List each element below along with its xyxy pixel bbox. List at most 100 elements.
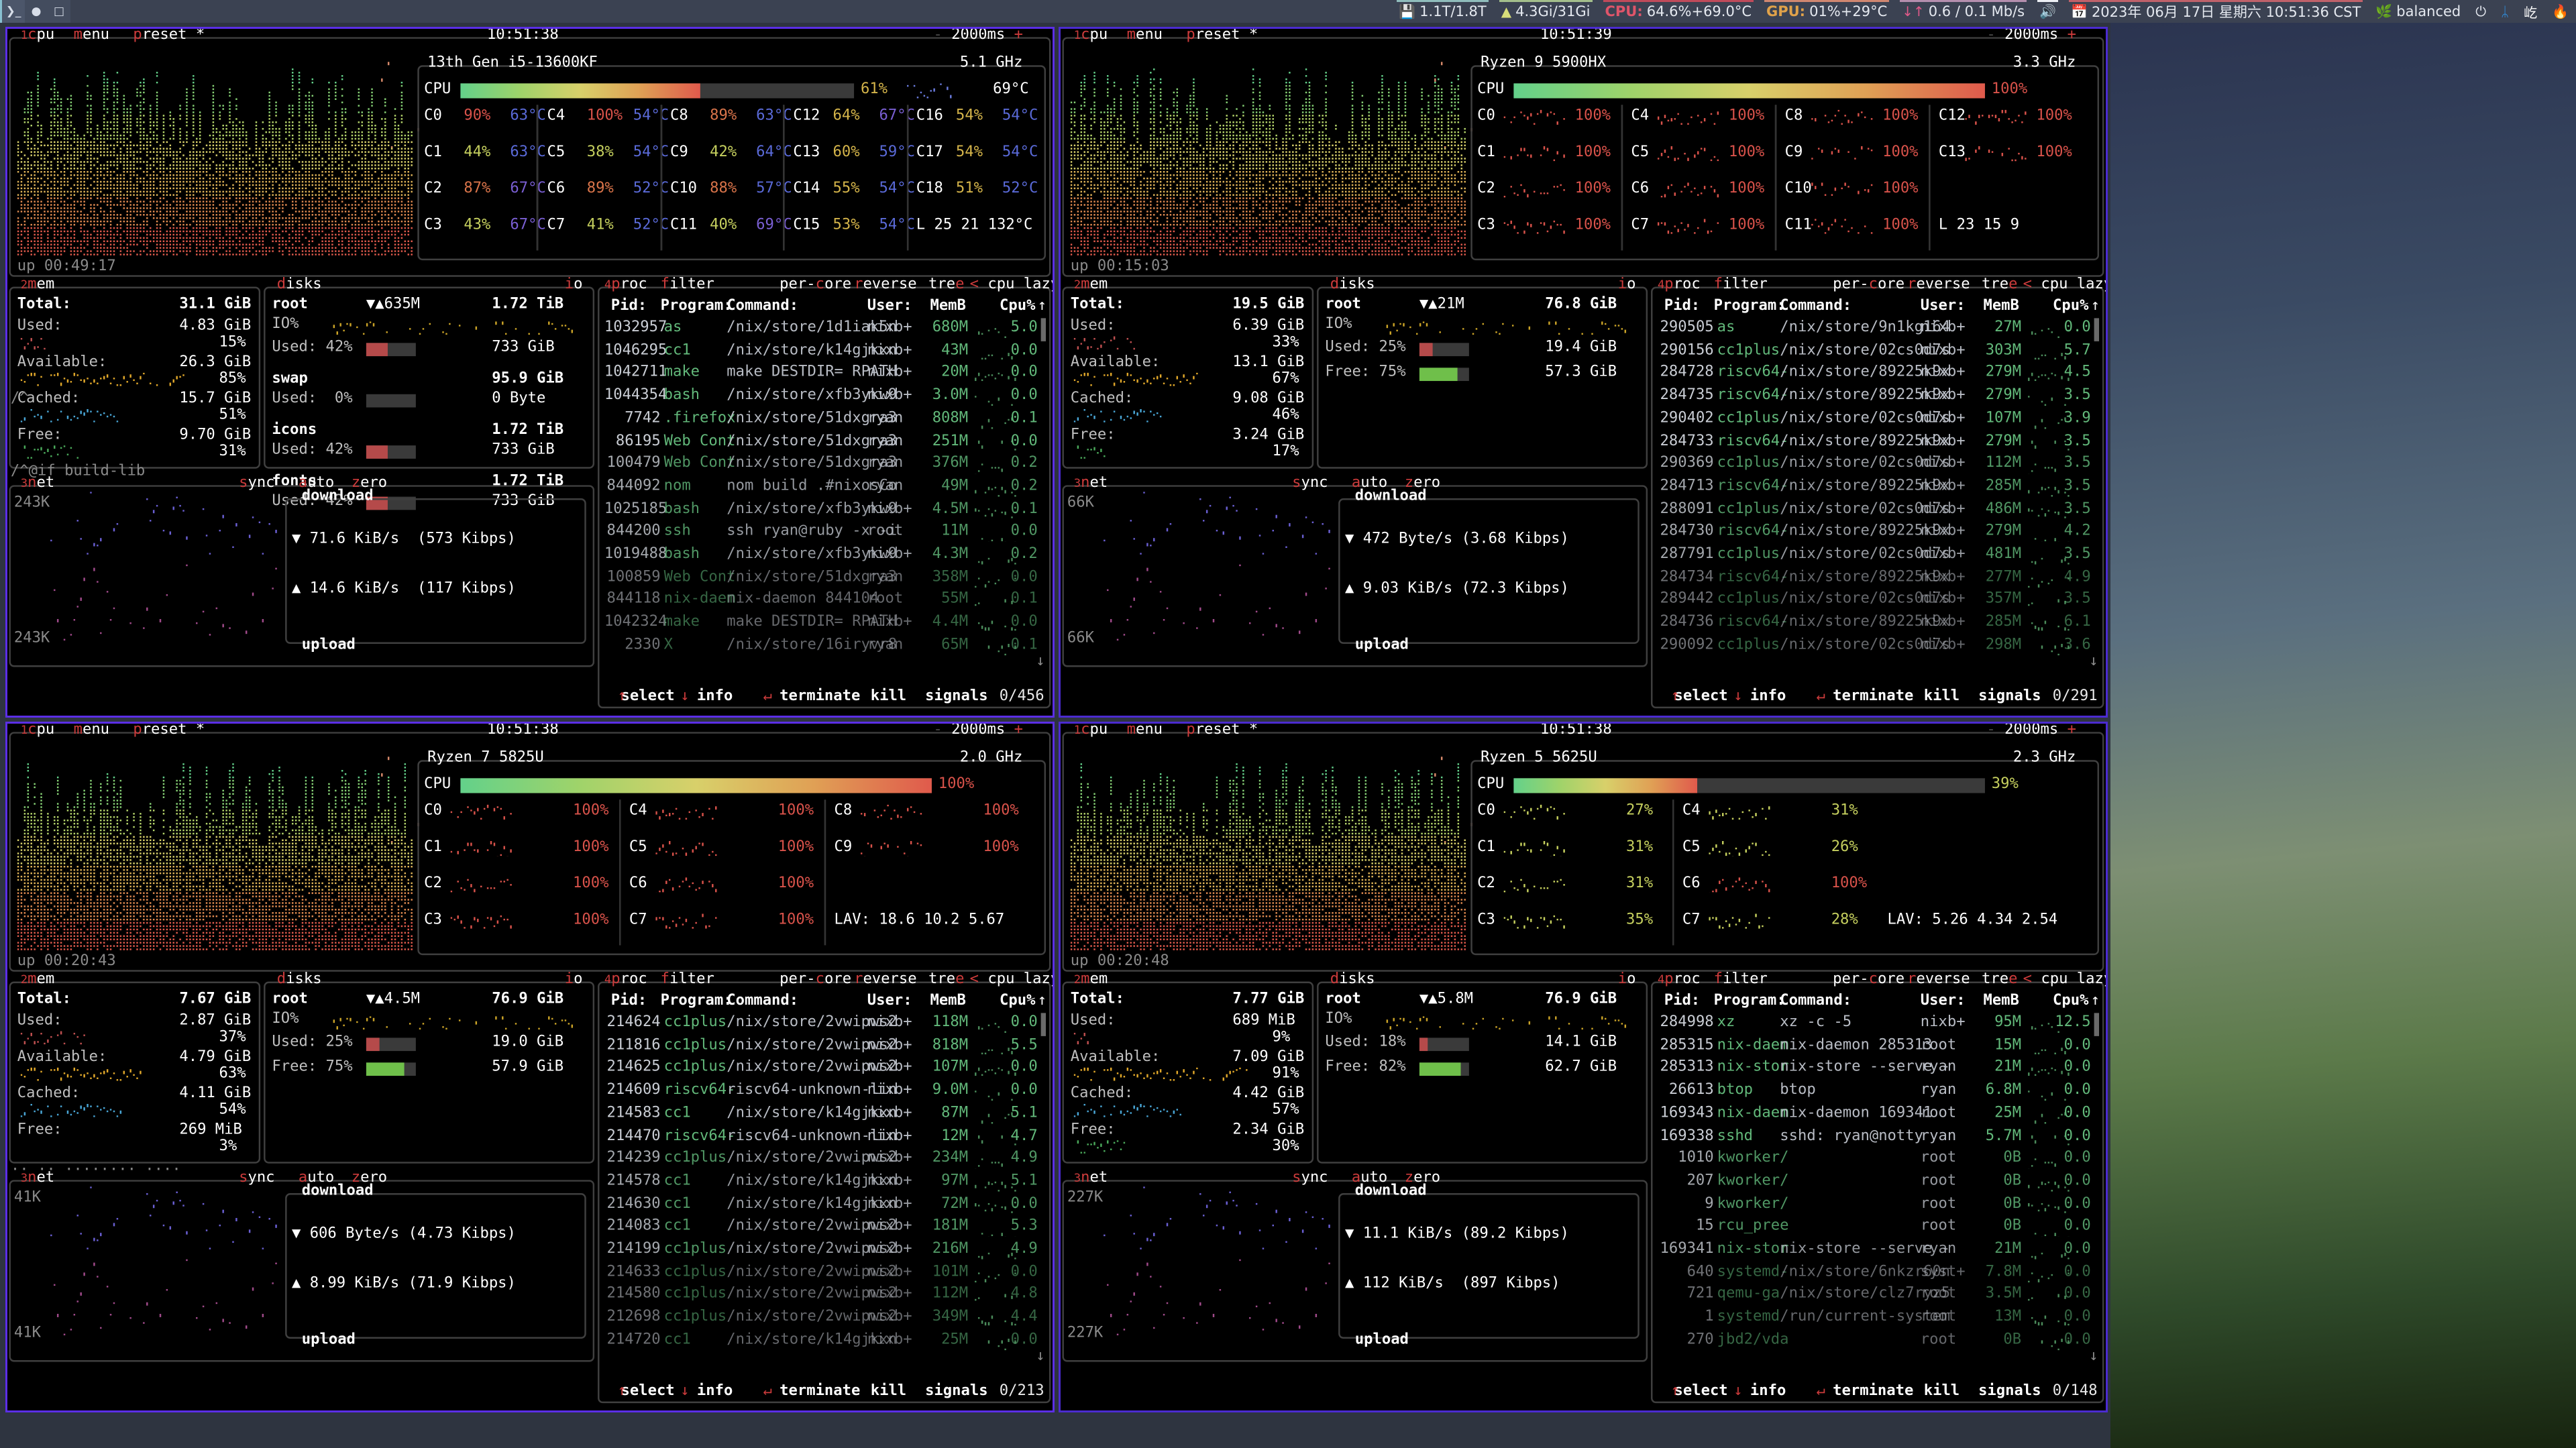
- proc-header-program[interactable]: Program:: [1713, 993, 1786, 1010]
- proc-filter-button[interactable]: filter: [660, 276, 714, 294]
- net-auto-button[interactable]: auto: [298, 1170, 335, 1187]
- proc-header-user[interactable]: User:: [867, 298, 912, 315]
- proc-scroll-down-arrow[interactable]: ↓: [1036, 1348, 1045, 1366]
- proc-percore-toggle[interactable]: per-core: [1833, 971, 1905, 989]
- proc-footer-terminate[interactable]: terminate: [1833, 688, 1914, 706]
- proc-reverse-toggle[interactable]: reverse: [854, 276, 917, 294]
- proc-sort-selector[interactable]: < cpu lazy >: [969, 276, 1055, 294]
- net-zero-button[interactable]: zero: [351, 1170, 388, 1187]
- disks-io-title[interactable]: io: [564, 276, 583, 294]
- cpu-box-title[interactable]: 1cpu: [20, 27, 55, 44]
- proc-footer-info[interactable]: info: [696, 1383, 733, 1400]
- statusbar-disk-usage[interactable]: 💾 1.1T/1.8T: [1391, 0, 1493, 23]
- proc-footer-signals[interactable]: signals: [1978, 1383, 2041, 1400]
- proc-header-program[interactable]: Program:: [660, 298, 733, 315]
- proc-header-command[interactable]: Command:: [1780, 298, 1852, 315]
- update-interval[interactable]: - 2000ms +: [933, 27, 1024, 44]
- statusbar-battery-profile[interactable]: 🌿 balanced: [2368, 0, 2468, 23]
- update-interval[interactable]: - 2000ms +: [933, 722, 1024, 739]
- proc-header-mem[interactable]: MemB: [1983, 298, 2019, 315]
- menu-button[interactable]: menu: [1126, 722, 1163, 739]
- cpu-box-title[interactable]: 1cpu: [1073, 27, 1108, 44]
- proc-footer-enter-key[interactable]: ↵: [1816, 1383, 1825, 1400]
- proc-footer-down-arrow[interactable]: ↓: [1733, 688, 1743, 706]
- proc-sort-arrow[interactable]: ↑: [1037, 993, 1047, 1010]
- update-interval[interactable]: - 2000ms +: [1986, 722, 2077, 739]
- proc-tree-toggle[interactable]: tree: [928, 971, 965, 989]
- proc-header-cpu[interactable]: Cpu%: [1000, 298, 1036, 315]
- net-sync-button[interactable]: sync: [239, 475, 275, 492]
- preset-button[interactable]: preset *: [133, 27, 205, 44]
- proc-footer-kill[interactable]: kill: [1923, 1383, 1960, 1400]
- proc-sort-arrow[interactable]: ↑: [1037, 298, 1047, 315]
- proc-tree-toggle[interactable]: tree: [1982, 276, 2018, 294]
- workspace-button-1[interactable]: ●: [25, 0, 48, 23]
- proc-scrollbar[interactable]: [2094, 318, 2100, 341]
- net-zero-button[interactable]: zero: [1404, 1170, 1441, 1187]
- proc-sort-arrow[interactable]: ↑: [2090, 993, 2100, 1010]
- proc-scroll-down-arrow[interactable]: ↓: [2089, 653, 2098, 671]
- cpu-box-title[interactable]: 1cpu: [1073, 722, 1108, 739]
- proc-header-mem[interactable]: MemB: [930, 298, 966, 315]
- workspace-switcher[interactable]: ❯_ ● □: [0, 0, 70, 23]
- mem-box-title[interactable]: 2mem: [1073, 971, 1108, 989]
- terminal-pane-bottom-right[interactable]: 1cpu menu preset * 10:51:38 - 2000ms + Ryzen …: [1059, 722, 2108, 1412]
- proc-header-user[interactable]: User:: [867, 993, 912, 1010]
- proc-scrollbar[interactable]: [1040, 318, 1046, 341]
- proc-header-mem[interactable]: MemB: [1983, 993, 2019, 1010]
- proc-footer-up-arrow[interactable]: ↑: [1670, 1383, 1680, 1400]
- proc-footer-enter-key[interactable]: ↵: [1816, 688, 1825, 706]
- proc-footer-kill[interactable]: kill: [1923, 688, 1960, 706]
- proc-percore-toggle[interactable]: per-core: [780, 971, 852, 989]
- net-auto-button[interactable]: auto: [1351, 475, 1388, 492]
- proc-footer-kill[interactable]: kill: [870, 688, 907, 706]
- disks-io-title[interactable]: io: [1617, 971, 1636, 989]
- net-sync-button[interactable]: sync: [1292, 475, 1328, 492]
- disks-box-title[interactable]: disks: [276, 276, 322, 294]
- statusbar-cpu-usage[interactable]: CPU: 64.6%+69.0°C: [1598, 0, 1760, 23]
- proc-reverse-toggle[interactable]: reverse: [1907, 276, 1970, 294]
- menu-button[interactable]: menu: [1126, 27, 1163, 44]
- proc-percore-toggle[interactable]: per-core: [1833, 276, 1905, 294]
- statusbar-gpu-usage[interactable]: GPU: 01%+29°C: [1759, 0, 1894, 23]
- proc-footer-up-arrow[interactable]: ↑: [1670, 688, 1680, 706]
- proc-footer-info[interactable]: info: [696, 688, 733, 706]
- statusbar-volume-indicator[interactable]: 🔊: [2032, 0, 2063, 23]
- net-auto-button[interactable]: auto: [298, 475, 335, 492]
- proc-header-program[interactable]: Program:: [660, 993, 733, 1010]
- proc-header-cpu[interactable]: Cpu%: [1000, 993, 1036, 1010]
- mem-box-title[interactable]: 2mem: [20, 276, 55, 294]
- proc-scrollbar[interactable]: [1040, 1013, 1046, 1036]
- preset-button[interactable]: preset *: [133, 722, 205, 739]
- proc-header-command[interactable]: Command:: [727, 993, 799, 1010]
- proc-box-title[interactable]: 4proc: [1657, 971, 1701, 989]
- proc-header-pid[interactable]: Pid:: [1664, 298, 1701, 315]
- net-zero-button[interactable]: zero: [1404, 475, 1441, 492]
- proc-footer-up-arrow[interactable]: ↑: [617, 1383, 627, 1400]
- disks-box-title[interactable]: disks: [1330, 971, 1375, 989]
- proc-filter-button[interactable]: filter: [1713, 276, 1768, 294]
- proc-footer-signals[interactable]: signals: [925, 688, 988, 706]
- net-box-title[interactable]: 3net: [20, 475, 55, 492]
- statusbar-tray-bluetooth[interactable]: ᛦ: [2493, 0, 2516, 23]
- cpu-box-title[interactable]: 1cpu: [20, 722, 55, 739]
- proc-footer-terminate[interactable]: terminate: [780, 1383, 861, 1400]
- proc-footer-signals[interactable]: signals: [1978, 688, 2041, 706]
- proc-header-pid[interactable]: Pid:: [1664, 993, 1701, 1010]
- proc-tree-toggle[interactable]: tree: [928, 276, 965, 294]
- statusbar-tray-input-method[interactable]: 屹: [2516, 0, 2544, 23]
- proc-footer-down-arrow[interactable]: ↓: [680, 1383, 690, 1400]
- net-zero-button[interactable]: zero: [351, 475, 388, 492]
- proc-tree-toggle[interactable]: tree: [1982, 971, 2018, 989]
- proc-footer-select[interactable]: select: [1674, 688, 1728, 706]
- update-interval[interactable]: - 2000ms +: [1986, 27, 2077, 44]
- proc-footer-info[interactable]: info: [1750, 688, 1786, 706]
- proc-scrollbar[interactable]: [2094, 1013, 2100, 1036]
- proc-box-title[interactable]: 4proc: [604, 971, 647, 989]
- proc-footer-up-arrow[interactable]: ↑: [617, 688, 627, 706]
- proc-scroll-down-arrow[interactable]: ↓: [2089, 1348, 2098, 1366]
- disks-box-title[interactable]: disks: [1330, 276, 1375, 294]
- proc-header-user[interactable]: User:: [1920, 298, 1966, 315]
- proc-percore-toggle[interactable]: per-core: [780, 276, 852, 294]
- proc-sort-selector[interactable]: < cpu lazy >: [2023, 276, 2108, 294]
